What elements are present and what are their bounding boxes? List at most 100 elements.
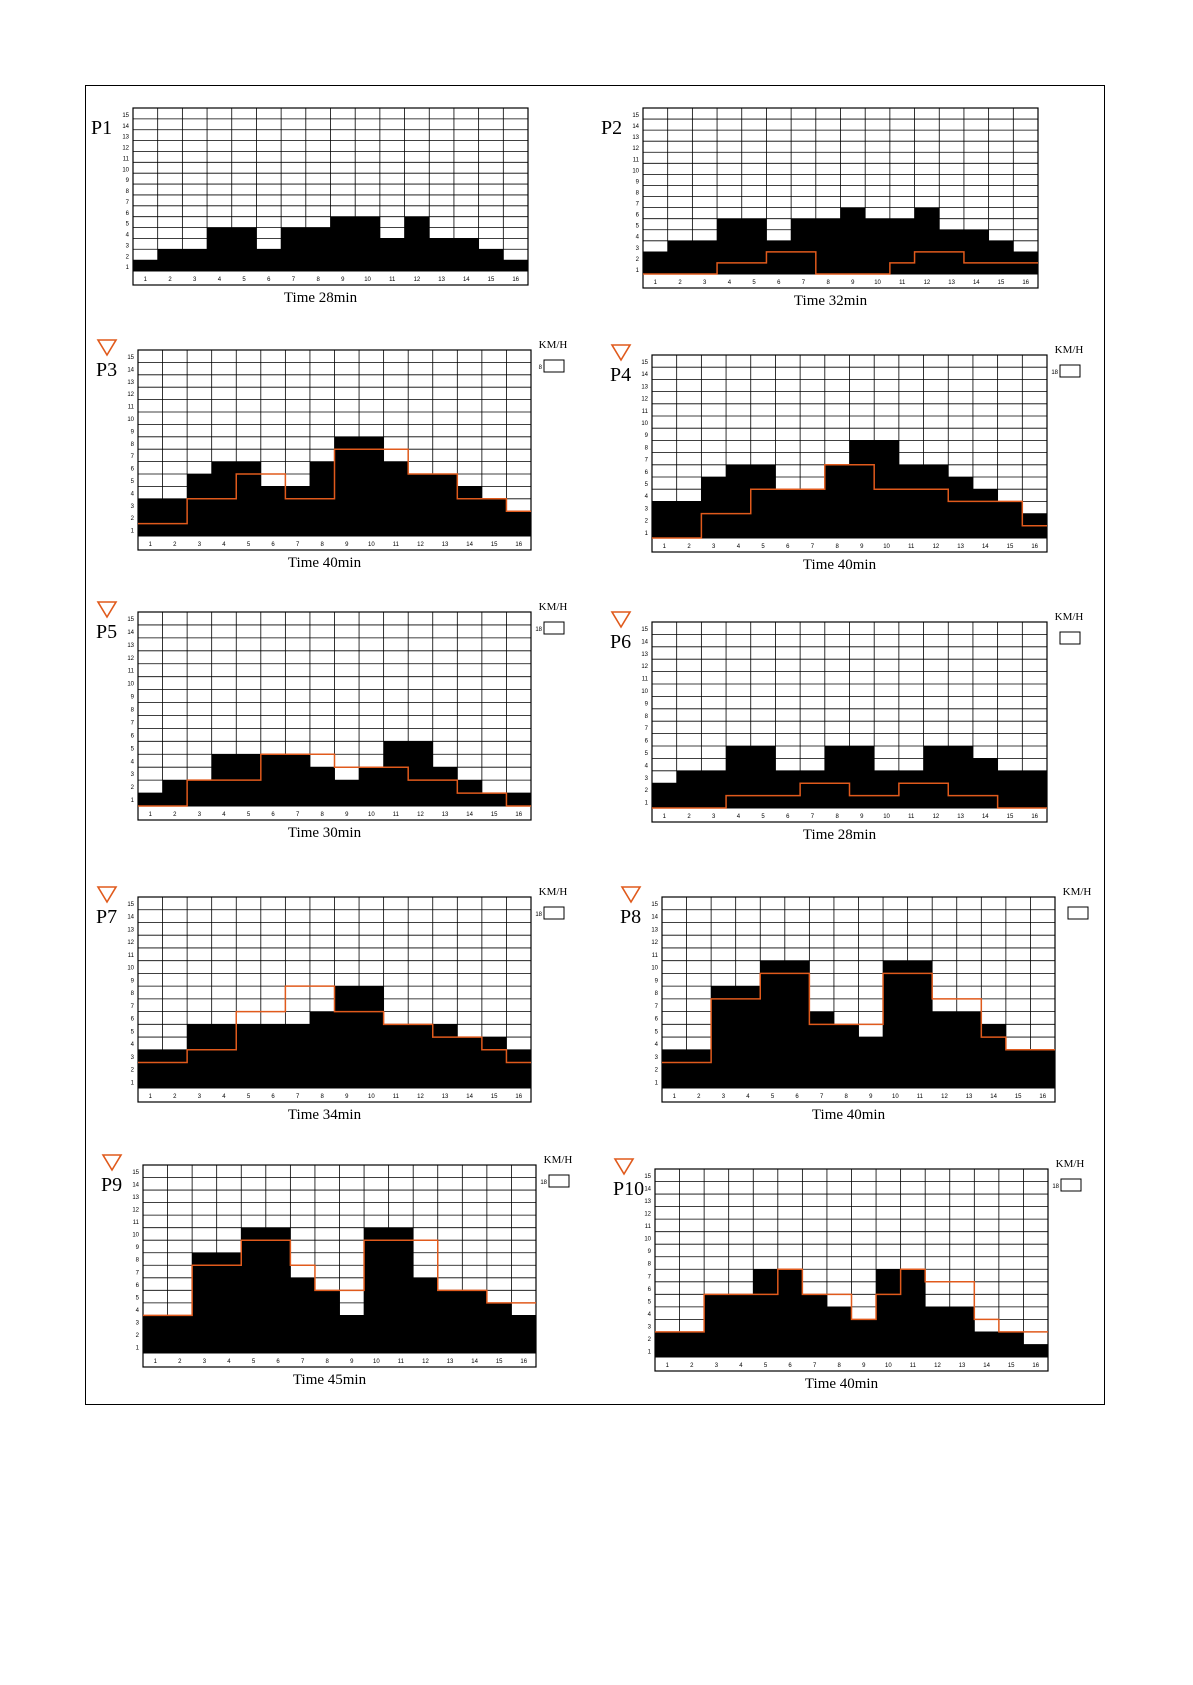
bar <box>800 770 826 808</box>
y-tick-label: 12 <box>632 146 639 152</box>
chart-caption: Time 34min <box>288 1107 362 1123</box>
y-tick-label: 3 <box>131 772 135 778</box>
x-tick-label: 12 <box>933 814 940 820</box>
bar <box>925 1306 951 1357</box>
bar <box>167 1315 193 1353</box>
y-tick-label: 5 <box>636 224 640 230</box>
bar <box>481 793 507 806</box>
x-tick-label: 3 <box>712 814 716 820</box>
y-tick-label: 6 <box>131 1017 135 1023</box>
y-tick-label: 4 <box>131 1042 135 1048</box>
x-tick-label: 6 <box>276 1359 280 1365</box>
bar <box>679 1331 705 1357</box>
y-tick-label: 13 <box>651 927 658 933</box>
bar <box>728 1294 754 1357</box>
speed-line <box>652 782 1047 809</box>
y-tick-label: 3 <box>655 1055 659 1061</box>
x-tick-label: 5 <box>247 812 251 818</box>
bar <box>503 260 529 271</box>
bar <box>437 1290 463 1353</box>
bar <box>741 218 767 274</box>
bar <box>726 464 752 538</box>
x-tick-label: 15 <box>1007 544 1014 550</box>
x-tick-label: 3 <box>198 1094 202 1100</box>
y-tick-label: 9 <box>636 179 640 185</box>
bar <box>305 227 331 271</box>
speed-box-value: 18 <box>1051 370 1058 376</box>
x-tick-label: 9 <box>345 812 349 818</box>
x-tick-label: 15 <box>1015 1094 1022 1100</box>
x-tick-label: 14 <box>973 280 980 286</box>
x-tick-label: 2 <box>690 1363 694 1369</box>
x-tick-label: 5 <box>247 542 251 548</box>
chart-caption: Time 28min <box>284 290 358 306</box>
bar <box>833 1024 859 1088</box>
x-tick-label: 6 <box>271 1094 275 1100</box>
y-tick-label: 3 <box>645 506 649 512</box>
speed-line <box>138 753 531 807</box>
bar <box>876 1269 901 1357</box>
x-tick-label: 10 <box>368 812 375 818</box>
x-tick-label: 8 <box>321 1094 325 1100</box>
x-tick-label: 8 <box>316 277 320 283</box>
y-tick-label: 10 <box>127 682 134 688</box>
x-tick-label: 7 <box>820 1094 824 1100</box>
bar <box>667 240 693 274</box>
x-tick-label: 2 <box>687 544 691 550</box>
y-tick-label: 7 <box>136 1270 140 1276</box>
bar <box>711 986 736 1088</box>
y-tick-label: 8 <box>126 189 130 195</box>
y-tick-label: 6 <box>131 467 135 473</box>
x-tick-label: 2 <box>173 812 177 818</box>
bar <box>506 511 532 536</box>
bar <box>988 240 1014 274</box>
x-tick-label: 14 <box>463 277 470 283</box>
x-tick-label: 15 <box>1008 1363 1015 1369</box>
y-tick-label: 1 <box>648 1349 652 1355</box>
y-tick-label: 6 <box>645 739 649 745</box>
y-tick-label: 8 <box>645 445 649 451</box>
bar <box>432 1024 458 1088</box>
y-tick-label: 5 <box>648 1299 652 1305</box>
bar <box>330 216 356 271</box>
y-tick-label: 9 <box>655 978 659 984</box>
x-tick-label: 1 <box>663 814 667 820</box>
x-tick-label: 4 <box>222 1094 226 1100</box>
bar <box>972 489 998 538</box>
bar <box>453 238 479 271</box>
y-tick-label: 8 <box>648 1262 652 1268</box>
y-tick-label: 5 <box>131 1029 135 1035</box>
x-tick-label: 3 <box>198 812 202 818</box>
speed-box-value: 18 <box>535 912 542 918</box>
y-tick-label: 5 <box>131 746 135 752</box>
bar <box>408 741 434 806</box>
y-tick-label: 15 <box>641 627 648 633</box>
bar <box>998 1331 1024 1357</box>
x-tick-label: 14 <box>471 1359 478 1365</box>
bar <box>735 986 761 1088</box>
bar <box>413 1277 439 1353</box>
y-tick-label: 3 <box>645 776 649 782</box>
speed-unit-label: KM/H <box>1055 611 1084 623</box>
bar <box>462 1290 488 1353</box>
x-tick-label: 9 <box>860 814 864 820</box>
bar <box>655 1331 680 1357</box>
y-tick-label: 14 <box>644 1187 651 1193</box>
y-tick-label: 8 <box>136 1258 140 1264</box>
x-tick-label: 2 <box>178 1359 182 1365</box>
speed-box-value: 18 <box>535 627 542 633</box>
bar <box>775 770 801 808</box>
y-tick-label: 14 <box>127 915 134 921</box>
chart-caption: Time 40min <box>805 1376 879 1392</box>
y-tick-label: 13 <box>127 927 134 933</box>
y-tick-label: 6 <box>136 1283 140 1289</box>
y-tick-label: 10 <box>127 966 134 972</box>
y-tick-label: 2 <box>131 516 135 522</box>
y-tick-label: 10 <box>641 689 648 695</box>
y-tick-label: 6 <box>636 213 640 219</box>
bar <box>898 770 924 808</box>
x-tick-label: 8 <box>326 1359 330 1365</box>
bar <box>429 238 455 271</box>
